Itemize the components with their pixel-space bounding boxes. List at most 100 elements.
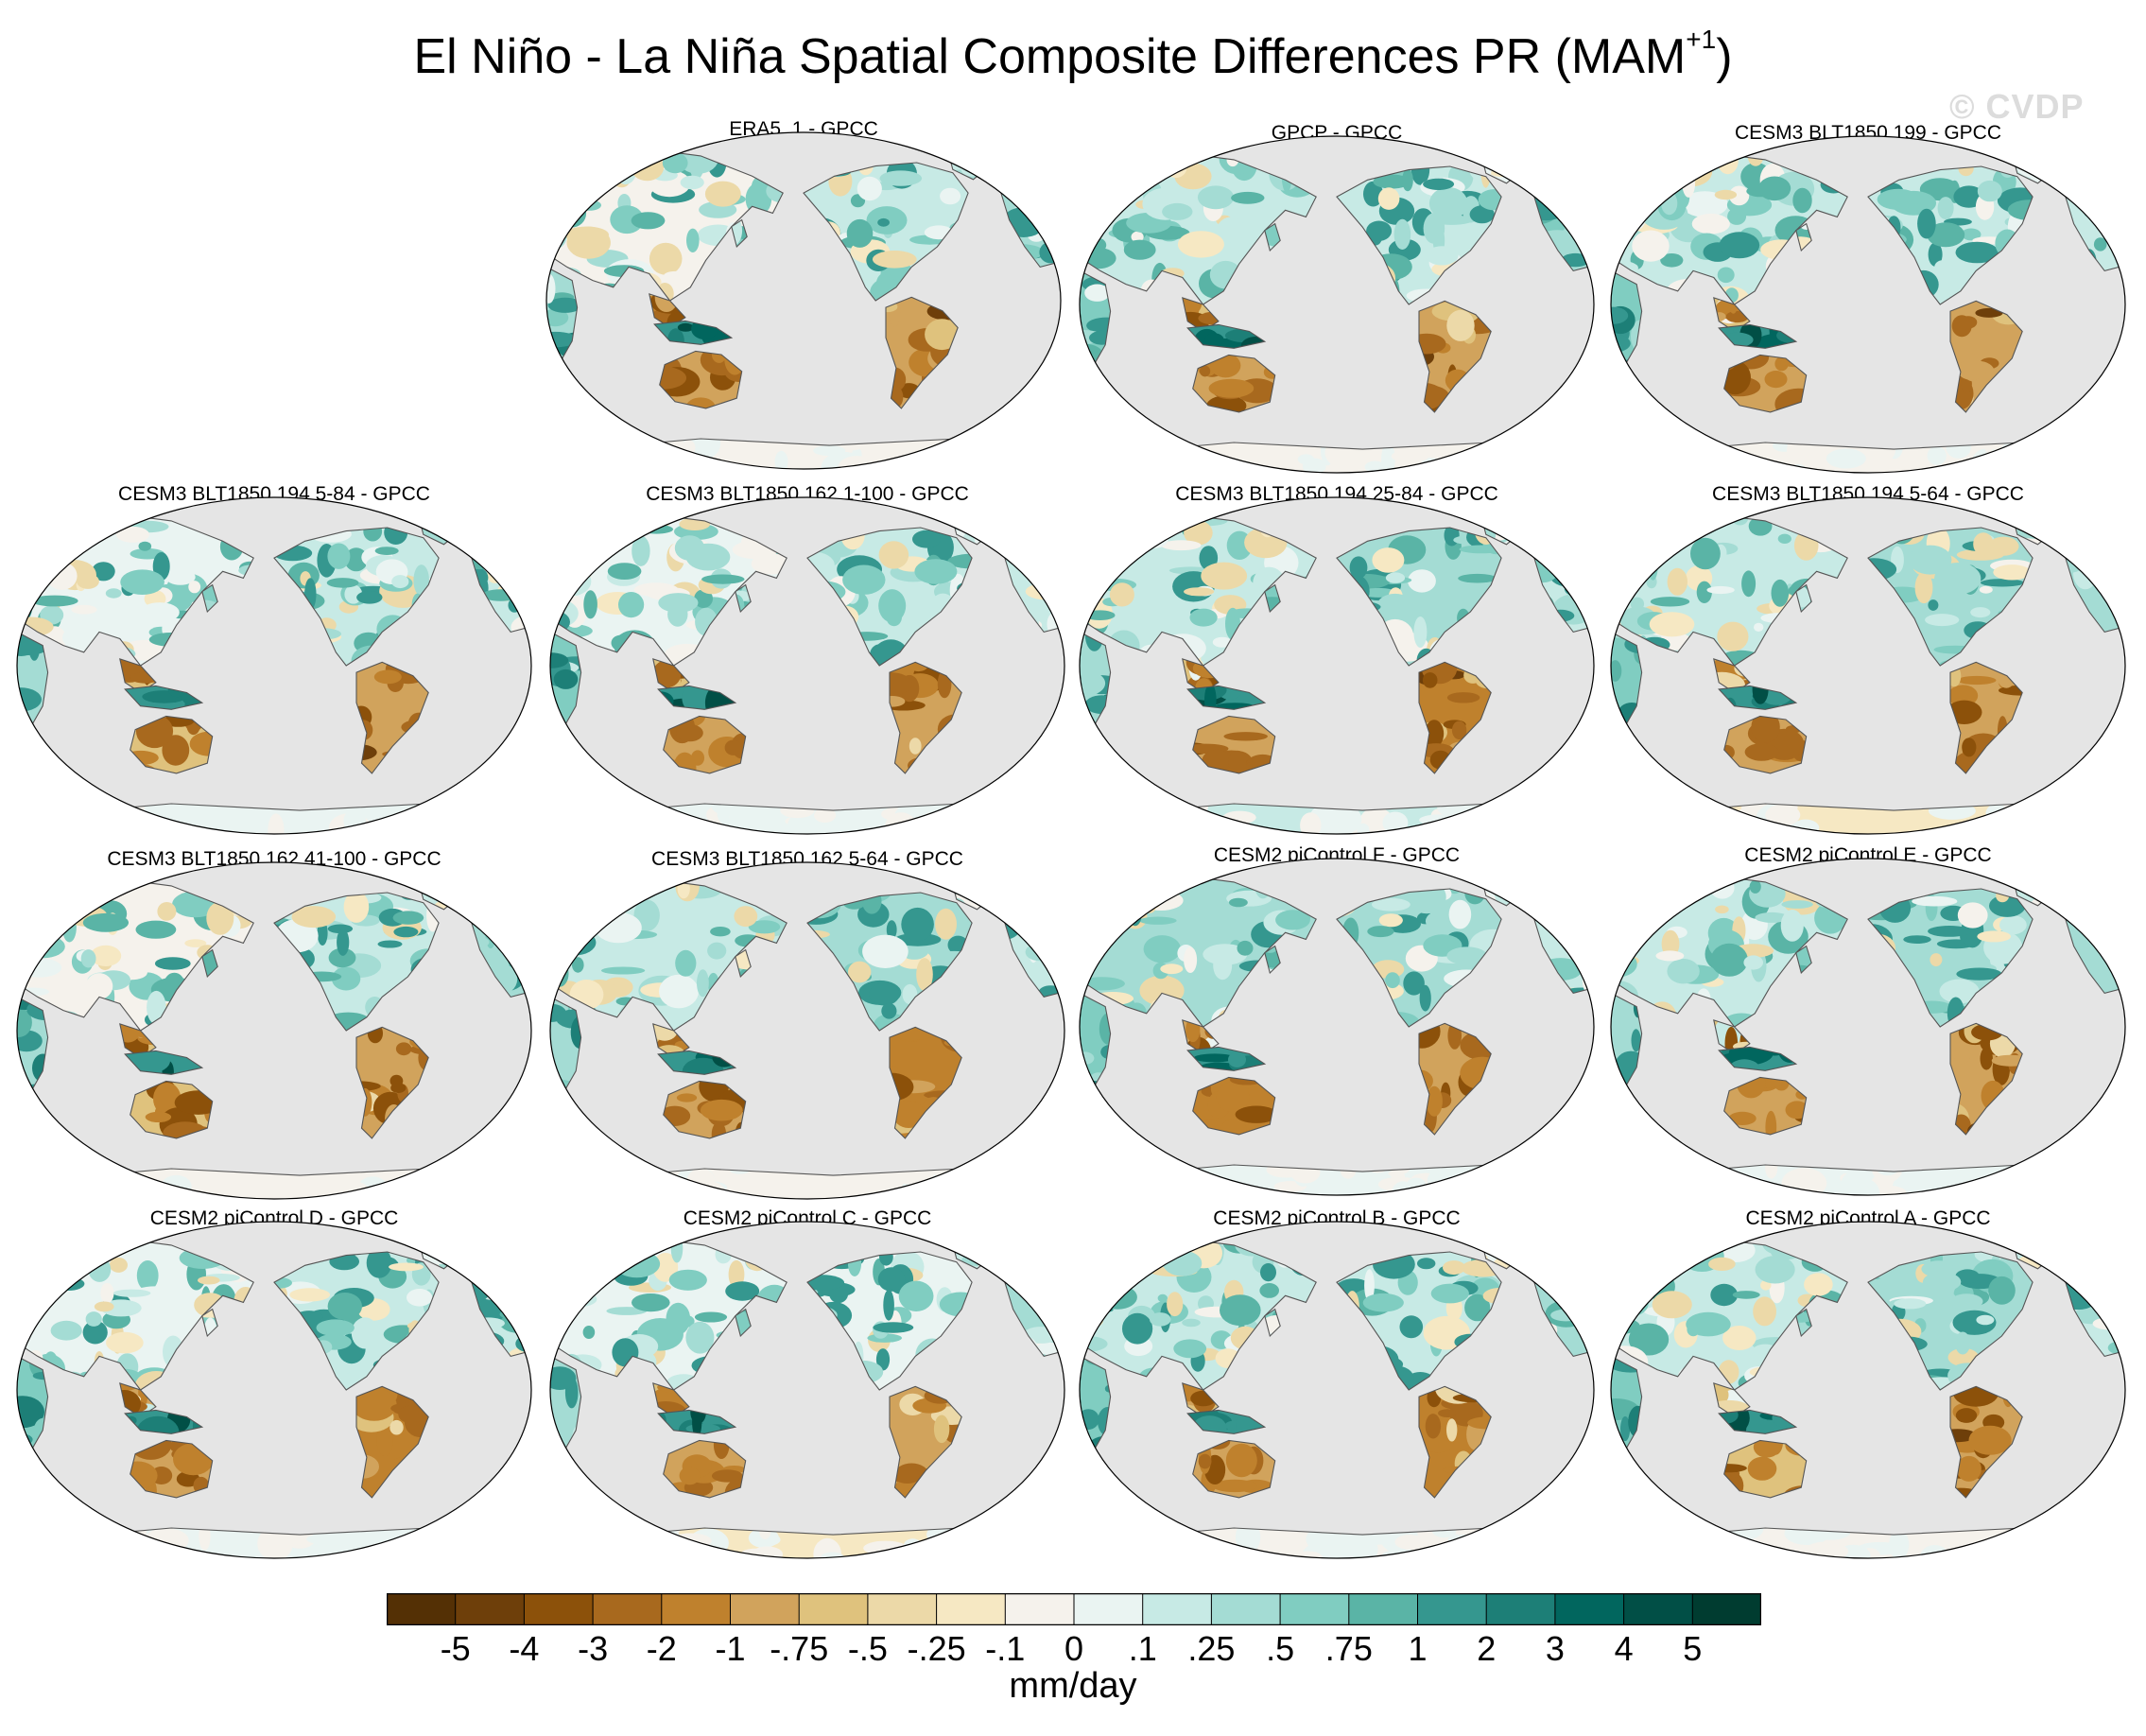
precip-anomaly-patch — [1139, 875, 1183, 896]
precip-anomaly-patch — [610, 205, 644, 234]
map-panel: CESM3 BLT1850 162 41-100 - GPCC — [9, 847, 539, 1207]
precip-anomaly-patch — [1611, 1398, 1639, 1420]
precip-anomaly-patch — [1719, 232, 1760, 259]
precip-anomaly-patch — [1201, 562, 1248, 590]
main-title-close: ) — [1716, 29, 1733, 84]
precip-anomaly-patch — [1120, 807, 1146, 825]
precip-anomaly-patch — [950, 1536, 997, 1552]
precip-anomaly-patch — [1182, 1318, 1201, 1328]
precip-anomaly-patch — [912, 529, 941, 548]
precip-anomaly-patch — [995, 454, 1020, 469]
precip-anomaly-patch — [555, 513, 572, 534]
precip-anomaly-patch — [1618, 537, 1630, 553]
precip-anomaly-patch — [1946, 443, 1972, 459]
precip-anomaly-patch — [1714, 189, 1738, 200]
precip-anomaly-patch — [1264, 597, 1281, 611]
precip-anomaly-patch — [774, 450, 788, 469]
precip-anomaly-patch — [1195, 1547, 1219, 1558]
precip-anomaly-patch — [100, 513, 128, 523]
precip-anomaly-patch — [1162, 202, 1193, 220]
map-border — [1610, 1221, 2126, 1559]
precip-anomaly-patch — [1096, 875, 1110, 891]
precip-anomaly-patch — [1237, 940, 1254, 956]
precip-anomaly-patch — [1385, 972, 1400, 989]
precip-anomaly-patch — [1038, 929, 1064, 944]
precip-anomaly-patch — [1407, 889, 1446, 914]
precip-anomaly-patch — [1177, 231, 1224, 258]
precip-anomaly-patch — [686, 228, 700, 252]
precip-anomaly-patch — [1003, 813, 1024, 834]
precip-anomaly-patch — [2033, 511, 2059, 529]
precip-anomaly-patch — [426, 518, 465, 527]
precip-anomaly-patch — [2046, 455, 2092, 473]
colorbar-swatch — [1691, 1593, 1761, 1625]
precip-anomaly-patch — [1917, 208, 1936, 239]
precip-anomaly-patch — [259, 1182, 292, 1196]
precip-anomaly-patch — [1217, 217, 1246, 243]
coastline — [1867, 527, 2034, 667]
precip-anomaly-patch — [1627, 1266, 1639, 1278]
coastline — [130, 1439, 214, 1499]
precip-anomaly-patch — [1667, 959, 1700, 984]
precip-anomaly-patch — [437, 1172, 464, 1183]
precip-anomaly-patch — [1039, 560, 1058, 580]
precip-anomaly-patch — [963, 1235, 984, 1256]
precip-anomaly-patch — [1717, 621, 1749, 651]
precip-anomaly-patch — [454, 511, 465, 540]
precip-anomaly-patch — [713, 1440, 730, 1460]
world-map — [1610, 135, 2126, 474]
coastline — [1192, 1439, 1276, 1499]
coastline — [1611, 875, 1848, 1028]
precip-anomaly-patch — [1428, 966, 1444, 990]
precip-anomaly-patch — [1037, 1297, 1064, 1316]
precip-anomaly-patch — [1498, 877, 1528, 903]
precip-anomaly-patch — [620, 1528, 661, 1539]
precip-anomaly-patch — [1765, 1110, 1777, 1135]
precip-anomaly-patch — [316, 1319, 355, 1337]
precip-anomaly-patch — [1080, 1253, 1089, 1263]
precip-anomaly-patch — [937, 1536, 982, 1558]
land-namerica — [807, 528, 973, 666]
coastline — [1949, 661, 2023, 774]
precip-anomaly-patch — [1928, 242, 1943, 267]
precip-anomaly-patch — [1715, 905, 1729, 914]
coastline — [1867, 888, 2034, 1028]
main-title: El Niño - La Niña Spatial Composite Diff… — [0, 26, 2146, 87]
precip-anomaly-patch — [583, 590, 597, 619]
panel-title: CESM3 BLT1850 199 - GPCC — [1734, 122, 2002, 144]
precip-anomaly-patch — [914, 559, 958, 584]
coastline — [889, 1026, 962, 1139]
precip-anomaly-patch — [479, 804, 493, 823]
precip-anomaly-patch — [1696, 581, 1712, 603]
precip-anomaly-patch — [1741, 570, 1757, 598]
precip-anomaly-patch — [1430, 1283, 1469, 1304]
precip-anomaly-patch — [846, 218, 874, 248]
precip-anomaly-patch — [1225, 1443, 1257, 1478]
precip-anomaly-patch — [701, 574, 745, 584]
precip-anomaly-patch — [1872, 1186, 1907, 1195]
land-fill — [1868, 889, 2034, 1027]
precip-anomaly-patch — [550, 917, 567, 927]
precip-anomaly-patch — [710, 927, 731, 937]
precip-anomaly-patch — [878, 589, 907, 623]
precip-anomaly-patch — [1215, 1548, 1230, 1558]
coastline — [550, 996, 582, 1099]
precip-anomaly-patch — [1611, 877, 1634, 886]
precip-anomaly-patch — [881, 1002, 897, 1019]
precip-anomaly-patch — [1459, 545, 1502, 554]
coastline — [806, 527, 973, 667]
precip-anomaly-patch — [848, 961, 872, 983]
precip-anomaly-patch — [1419, 333, 1446, 355]
precip-anomaly-patch — [1704, 1173, 1747, 1195]
precip-anomaly-patch — [1140, 529, 1168, 548]
precip-anomaly-patch — [886, 920, 897, 940]
precip-anomaly-patch — [2064, 902, 2076, 922]
precip-anomaly-patch — [883, 1290, 894, 1321]
precip-anomaly-patch — [148, 1546, 167, 1558]
precip-anomaly-patch — [1275, 910, 1310, 930]
map-panel: CESM3 BLT1850 162 1-100 - GPCC — [543, 482, 1072, 842]
precip-anomaly-patch — [356, 591, 383, 604]
coastline — [1795, 222, 1812, 252]
precip-anomaly-patch — [115, 526, 149, 543]
precip-anomaly-patch — [1950, 1293, 1983, 1310]
